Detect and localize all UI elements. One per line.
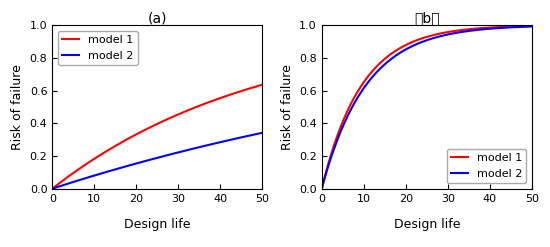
Legend: model 1, model 2: model 1, model 2 (447, 149, 526, 183)
model 1 (259, 83, 266, 86)
Line: model 1: model 1 (322, 26, 532, 189)
model 1 (193, 105, 200, 108)
model 2 (318, 187, 325, 190)
model 2 (463, 30, 469, 33)
model 2 (340, 124, 346, 127)
model 2 (403, 47, 410, 50)
model 1 (403, 43, 410, 46)
model 1 (213, 98, 219, 101)
Line: model 2: model 2 (322, 26, 532, 189)
model 1 (49, 187, 56, 190)
model 2 (134, 162, 141, 165)
model 2 (193, 146, 200, 149)
Title: (a): (a) (147, 11, 167, 25)
model 1 (486, 26, 493, 29)
model 2 (141, 160, 148, 163)
Y-axis label: Risk of failure: Risk of failure (280, 64, 294, 150)
Y-axis label: Risk of failure: Risk of failure (11, 64, 24, 150)
model 2 (411, 44, 417, 47)
Legend: model 1, model 2: model 1, model 2 (58, 31, 138, 65)
model 1 (529, 24, 535, 27)
model 1 (340, 119, 346, 122)
model 2 (259, 131, 266, 134)
model 2 (213, 142, 219, 144)
Title: （b）: （b） (414, 11, 439, 25)
model 2 (529, 25, 535, 28)
model 1 (463, 28, 469, 31)
model 2 (482, 28, 489, 31)
Line: model 1: model 1 (52, 85, 262, 189)
X-axis label: Design life: Design life (394, 218, 460, 231)
model 2 (217, 141, 223, 144)
Line: model 2: model 2 (52, 133, 262, 189)
model 1 (217, 97, 223, 100)
model 1 (134, 132, 141, 135)
model 1 (141, 128, 148, 131)
model 2 (70, 180, 77, 183)
model 1 (482, 26, 489, 29)
X-axis label: Design life: Design life (124, 218, 191, 231)
model 1 (70, 171, 77, 174)
model 1 (411, 40, 417, 43)
model 2 (49, 187, 56, 190)
model 2 (486, 27, 493, 30)
model 1 (318, 187, 325, 190)
